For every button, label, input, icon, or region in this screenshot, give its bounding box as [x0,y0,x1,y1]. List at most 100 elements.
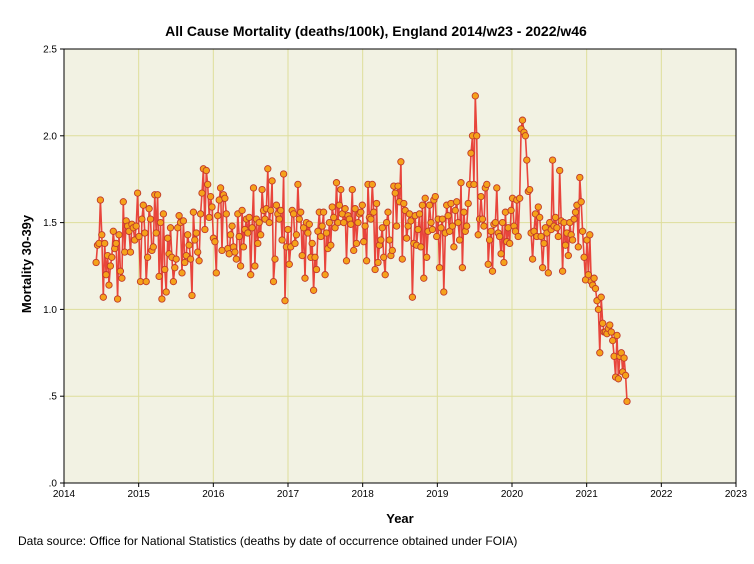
data-point [526,185,534,194]
data-point [249,184,258,192]
data-point [308,239,316,248]
data-point [255,218,263,227]
data-point [269,277,278,286]
data-point [370,208,378,216]
data-point [319,208,328,216]
data-point [340,218,348,227]
x-tick-label: 2023 [725,489,748,500]
data-point [297,208,305,216]
data-point [357,208,365,216]
data-point [613,331,621,340]
data-point [118,274,126,282]
data-point [548,156,557,164]
data-point [112,239,120,248]
data-point [285,260,293,268]
data-point [196,210,205,218]
data-point [516,194,524,202]
data-point [425,201,434,209]
data-point [175,212,183,220]
data-point [558,267,567,275]
data-point [440,288,448,296]
data-point [298,251,306,260]
data-point [553,224,561,232]
data-point [528,255,537,263]
data-point [342,257,351,265]
data-point [305,220,313,228]
data-point [164,234,172,242]
data-point [607,328,615,336]
data-point [208,203,216,211]
data-point [477,192,485,201]
data-point [623,397,631,406]
data-point [599,319,607,327]
data-point [564,251,572,260]
data-point [328,203,336,211]
data-point [514,232,522,241]
data-point [491,218,500,227]
data-point [184,231,192,239]
data-point [483,180,491,189]
data-point [277,206,285,215]
data-point [458,264,467,272]
data-point [570,215,578,223]
data-point [394,182,402,190]
data-point [185,241,193,249]
data-point [99,293,107,301]
data-point [178,269,186,277]
data-point [574,243,582,251]
data-point [580,253,588,261]
chart-title: All Cause Mortality (deaths/100k), Engla… [165,23,587,39]
data-point [251,262,259,270]
data-point [418,201,427,209]
data-point [179,217,188,225]
data-point [216,184,225,192]
data-point [568,236,577,244]
data-point [202,166,210,175]
data-point [487,227,495,235]
source-note: Data source: Office for National Statist… [18,534,518,548]
data-point [195,257,203,265]
data-point [267,206,275,215]
data-point [438,215,447,223]
data-point [109,227,117,235]
data-point [384,208,392,216]
data-point [247,271,255,279]
y-tick-label: 1.5 [43,218,57,229]
data-point [354,218,362,227]
data-point [347,220,355,228]
data-point [431,192,439,201]
data-point [221,194,229,202]
data-point [295,215,303,223]
data-point [586,231,594,239]
data-point [284,225,292,234]
data-point [378,224,386,232]
data-point [596,349,604,357]
data-point [330,213,338,222]
data-point [268,177,276,185]
data-point [226,231,235,239]
data-point [102,271,110,279]
data-point [211,238,219,246]
x-tick-label: 2014 [53,489,76,500]
data-point [92,258,100,267]
data-point [257,231,265,239]
data-point [377,236,385,244]
data-point [606,321,614,329]
data-point [194,248,202,256]
data-point [402,234,411,242]
data-point [236,262,245,270]
data-point [594,305,603,314]
data-point [561,241,570,249]
data-point [278,236,286,244]
data-point [191,236,199,244]
data-point [498,218,507,227]
x-tick-label: 2022 [650,489,673,500]
data-point [135,232,143,241]
data-point [149,243,157,251]
data-point [350,246,358,255]
x-tick-label: 2017 [277,489,300,500]
data-point [245,213,253,222]
data-point [578,227,587,235]
data-point [506,239,514,248]
data-point [239,243,248,251]
